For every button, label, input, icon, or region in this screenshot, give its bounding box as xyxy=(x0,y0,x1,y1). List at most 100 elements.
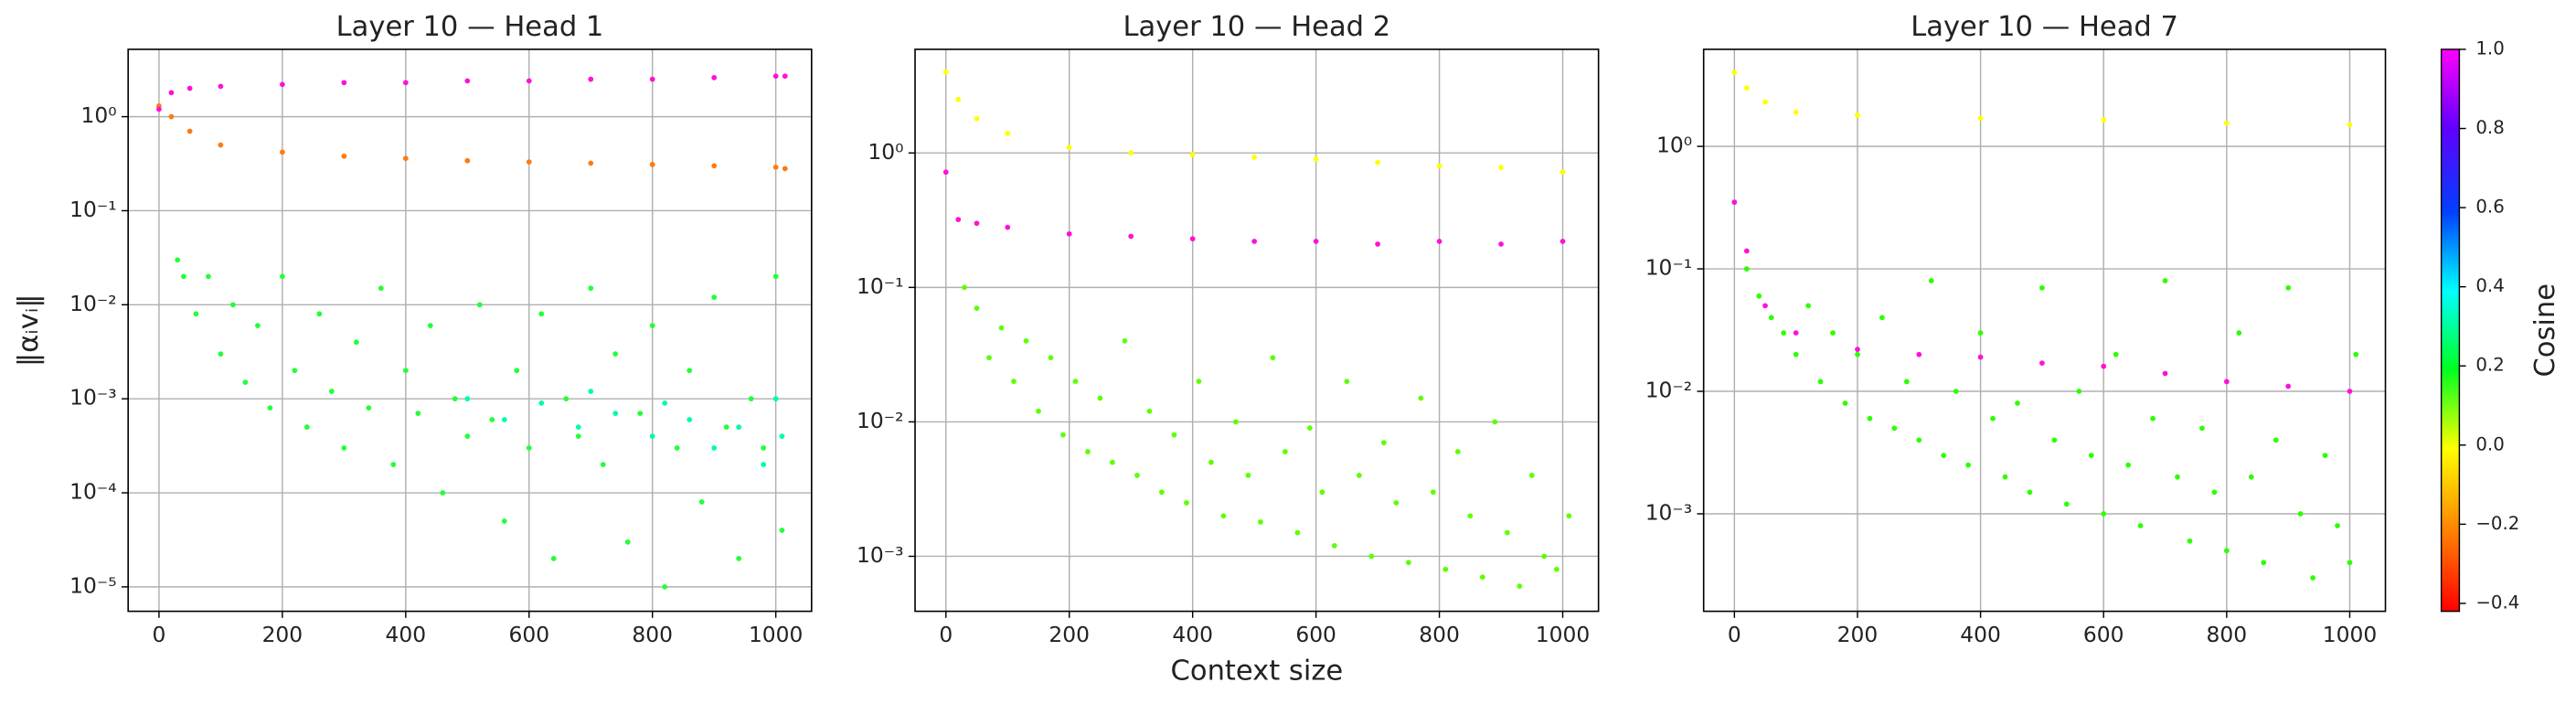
point xyxy=(2101,117,2107,123)
point xyxy=(1842,400,1848,406)
point xyxy=(962,284,967,291)
point xyxy=(1368,553,1375,560)
point xyxy=(563,396,569,402)
point xyxy=(1048,355,1054,361)
x-tick-label: 0 xyxy=(939,622,953,647)
point xyxy=(402,80,409,86)
x-axis-label: Context size xyxy=(1171,656,1344,688)
point xyxy=(464,396,471,402)
point xyxy=(687,417,693,422)
point xyxy=(1566,513,1572,519)
point xyxy=(1189,152,1196,158)
point xyxy=(998,325,1005,331)
point xyxy=(316,311,323,317)
point xyxy=(1270,355,1276,361)
point xyxy=(538,400,545,406)
point xyxy=(662,584,668,590)
point xyxy=(1916,437,1922,443)
point xyxy=(341,153,347,159)
point xyxy=(687,368,693,374)
point xyxy=(2150,415,2156,421)
point xyxy=(1023,338,1029,344)
point xyxy=(575,433,581,439)
point xyxy=(1356,473,1362,478)
point xyxy=(2297,511,2304,517)
point xyxy=(711,445,718,451)
point xyxy=(974,305,980,312)
point xyxy=(255,323,261,329)
point xyxy=(1375,241,1380,247)
point xyxy=(2125,462,2132,468)
point xyxy=(2223,379,2230,385)
point xyxy=(378,285,384,292)
point xyxy=(1313,156,1319,162)
point xyxy=(2101,363,2107,369)
point xyxy=(955,217,962,222)
point xyxy=(440,490,446,496)
point xyxy=(711,75,718,80)
point xyxy=(526,445,532,451)
point xyxy=(588,76,594,82)
point xyxy=(402,155,409,162)
point xyxy=(366,405,372,411)
point xyxy=(782,165,788,172)
point xyxy=(2039,284,2045,291)
point xyxy=(1122,338,1128,344)
point xyxy=(662,400,668,406)
point xyxy=(1731,69,1738,76)
y-tick-label: 10⁻² xyxy=(1645,378,1692,403)
point xyxy=(353,339,359,346)
point xyxy=(1928,278,1934,283)
point xyxy=(2347,389,2353,394)
point xyxy=(1762,303,1768,309)
point xyxy=(1072,379,1079,385)
point xyxy=(538,311,545,317)
point xyxy=(1344,379,1350,385)
point xyxy=(974,115,980,122)
point xyxy=(279,149,285,155)
point xyxy=(1011,379,1017,385)
point xyxy=(736,556,742,561)
point xyxy=(1189,236,1196,242)
point xyxy=(489,417,495,422)
point xyxy=(514,368,520,374)
point xyxy=(1977,330,1984,336)
point xyxy=(2310,575,2315,581)
point xyxy=(2187,538,2193,544)
point xyxy=(501,518,507,524)
point xyxy=(1005,224,1011,230)
point xyxy=(156,106,162,112)
point xyxy=(1781,330,1787,336)
point xyxy=(464,157,471,164)
point xyxy=(218,142,224,148)
colorbar-tick-label: 0.0 xyxy=(2475,433,2504,454)
point xyxy=(1196,379,1202,385)
point xyxy=(2347,560,2353,566)
point xyxy=(1855,347,1860,353)
x-tick-label: 400 xyxy=(1960,622,2001,647)
point xyxy=(736,424,742,431)
point xyxy=(1793,351,1799,357)
point xyxy=(1559,169,1566,176)
point xyxy=(415,411,421,416)
point xyxy=(2076,389,2082,394)
x-tick-label: 1000 xyxy=(749,622,803,647)
point xyxy=(2199,425,2205,432)
point xyxy=(1855,112,1860,118)
point xyxy=(1110,459,1115,465)
point xyxy=(341,80,347,86)
point xyxy=(279,273,285,280)
point xyxy=(452,396,458,402)
point xyxy=(761,445,767,451)
point xyxy=(1867,415,1873,421)
point xyxy=(1517,583,1523,589)
point xyxy=(1965,462,1972,468)
point xyxy=(1258,519,1263,525)
point xyxy=(1436,163,1442,169)
colorbar-tick-label: 0.4 xyxy=(2475,275,2504,296)
point xyxy=(986,355,992,361)
point xyxy=(1294,529,1301,536)
point xyxy=(2335,523,2340,528)
point xyxy=(2162,278,2168,283)
point xyxy=(526,159,532,165)
